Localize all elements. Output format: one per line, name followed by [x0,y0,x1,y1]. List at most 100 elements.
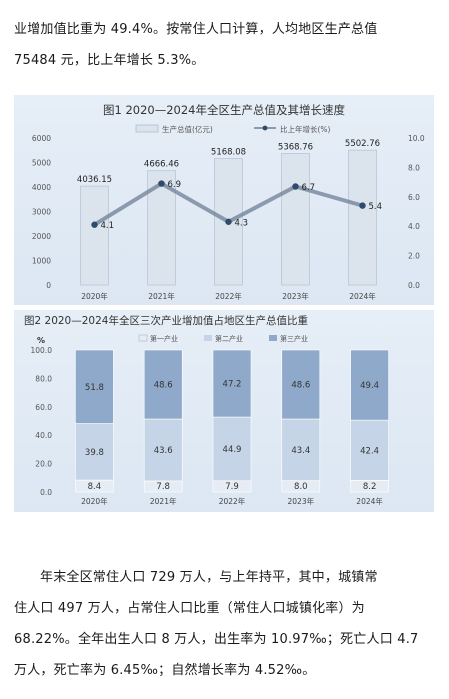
growth-value-label: 6.9 [168,180,182,190]
right-tick-label: 2.0 [408,252,420,261]
legend-primary-label: 第一产业 [150,334,178,343]
legend-primary-swatch [138,334,148,342]
stacked-bars: 8.4 39.8 51.8 7.8 43.6 48.6 7.9 44.9 47.2 8.0 43.4… [75,349,389,493]
figure-title: 图1 2020—2024年全区生产总值及其增长速度 [103,103,346,117]
growth-point [292,183,299,190]
y-tick-label: 100.0 [31,346,53,355]
paragraph-line: 业增加值比重为 49.4%。按常住人口计算，人均地区生产总值 [14,22,378,37]
x-tick-label: 2023年 [282,291,309,301]
right-tick-label: 4.0 [408,222,420,231]
tertiary-segment [212,349,252,418]
industry-chart: 图2 2020—2024年全区三次产业增加值占地区生产总值比重 % 第一产业 第… [24,314,389,506]
tertiary-segment [281,349,321,420]
paragraph-line: 75484 元，比上年增长 5.3%。 [14,53,205,68]
primary-segment-label: 7.8 [156,482,170,492]
paragraph-line: 年末全区常住人口 729 万人，与上年持平，其中，城镇常 [40,570,378,585]
legend-line-point [262,125,268,131]
secondary-segment [350,419,389,481]
bar-value-label: 5168.08 [211,147,246,157]
y-tick-label: 0.0 [40,488,52,497]
bar [80,185,109,286]
x-tick-label: 2020年 [81,291,108,301]
paragraph-line: 万人，死亡率为 6.45‰；自然增长率为 4.52‰。 [14,663,316,678]
x-tick-label: 2021年 [150,496,177,506]
y-axis-unit: % [37,336,45,345]
growth-point [225,218,232,225]
y-tick-label: 20.0 [35,460,52,469]
x-tick-label: 2021年 [148,291,175,301]
secondary-segment-label: 43.4 [291,446,310,456]
gdp-chart: 图1 2020—2024年全区生产总值及其增长速度 生产总值(亿元) 比上年增长… [32,103,425,301]
y-tick-label: 40.0 [35,431,52,440]
right-tick-label: 8.0 [408,163,420,172]
figure-industry-share: 图2 2020—2024年全区三次产业增加值占地区生产总值比重 % 第一产业 第… [14,310,434,512]
y-tick-label: 80.0 [35,374,52,383]
left-tick-label: 6000 [32,134,51,143]
tertiary-segment-label: 49.4 [360,381,379,391]
x-tick-label: 2024年 [349,291,376,301]
x-axis-labels: 2020年 2021年 2022年 2023年 2024年 [81,291,376,301]
paragraph-line: 68.22%。全年出生人口 8 万人，出生率为 10.97‰；死亡人口 4.7 [14,632,419,647]
right-tick-label: 10.0 [408,134,425,143]
tertiary-segment [350,349,389,421]
x-tick-label: 2023年 [288,496,315,506]
growth-line: 4.1 6.9 4.3 6.7 5.4 [91,180,382,231]
right-tick-label: 0.0 [408,281,420,290]
left-axis-ticks: 6000 5000 4000 3000 2000 1000 0 [32,134,51,290]
legend-secondary-label: 第二产业 [215,334,243,343]
right-axis-ticks: 10.0 8.0 6.0 4.0 2.0 0.0 [408,134,425,290]
growth-point [359,202,366,209]
left-tick-label: 0 [46,281,51,290]
right-tick-label: 6.0 [408,193,420,202]
primary-segment-label: 8.0 [294,482,308,492]
paragraph-line: 住人口 497 万人，占常住人口比重（常住人口城镇化率）为 [14,601,365,616]
x-tick-label: 2022年 [215,291,242,301]
tertiary-segment-label: 47.2 [223,380,242,390]
bar [348,149,377,286]
left-tick-label: 3000 [32,208,51,217]
legend-bar-label: 生产总值(亿元) [162,124,213,134]
secondary-segment-label: 44.9 [223,445,242,455]
tertiary-segment-label: 51.8 [85,383,104,393]
paragraph-top: 业增加值比重为 49.4%。按常住人口计算，人均地区生产总值 75484 元，比… [14,14,438,76]
secondary-segment-label: 39.8 [85,448,104,458]
x-tick-label: 2020年 [81,496,108,506]
secondary-segment [281,418,321,481]
paragraph-bottom: 年末全区常住人口 729 万人，与上年持平，其中，城镇常 住人口 497 万人，… [14,562,438,686]
growth-point [91,221,98,228]
tertiary-segment [75,349,114,424]
growth-value-label: 4.3 [235,218,249,228]
y-tick-label: 60.0 [35,403,52,412]
tertiary-segment-label: 48.6 [154,381,173,391]
primary-segment-label: 8.4 [88,482,102,492]
bar-value-label: 4666.46 [144,160,179,170]
tertiary-segment [143,349,183,420]
left-tick-label: 5000 [32,159,51,168]
bars: 4036.15 4666.46 5168.08 5368.76 5502.76 [77,139,380,286]
bar-value-label: 4036.15 [77,175,112,185]
x-axis-labels: 2020年 2021年 2022年 2023年 2024年 [81,496,383,506]
left-tick-label: 4000 [32,183,51,192]
primary-segment-label: 7.9 [225,482,239,492]
legend-tertiary-label: 第三产业 [280,334,308,343]
secondary-segment-label: 42.4 [360,446,379,456]
primary-segment-label: 8.2 [363,482,377,492]
legend-secondary-swatch [204,335,212,341]
x-tick-label: 2022年 [219,496,246,506]
secondary-segment-label: 43.6 [154,446,173,456]
left-tick-label: 1000 [32,257,51,266]
legend-line-label: 比上年增长(%) [280,124,331,134]
growth-value-label: 5.4 [369,202,383,212]
tertiary-segment-label: 48.6 [291,381,310,391]
legend-tertiary-swatch [269,335,277,341]
y-axis-ticks: 100.0 80.0 60.0 40.0 20.0 0.0 [31,346,53,497]
x-tick-label: 2024年 [356,496,383,506]
legend-bar-swatch [135,124,159,133]
growth-point [158,180,165,187]
bar [281,153,310,286]
growth-value-label: 4.1 [101,221,115,231]
figure-title: 图2 2020—2024年全区三次产业增加值占地区生产总值比重 [24,314,308,327]
bar-value-label: 5368.76 [278,142,313,152]
bar-value-label: 5502.76 [345,139,380,149]
left-tick-label: 2000 [32,232,51,241]
